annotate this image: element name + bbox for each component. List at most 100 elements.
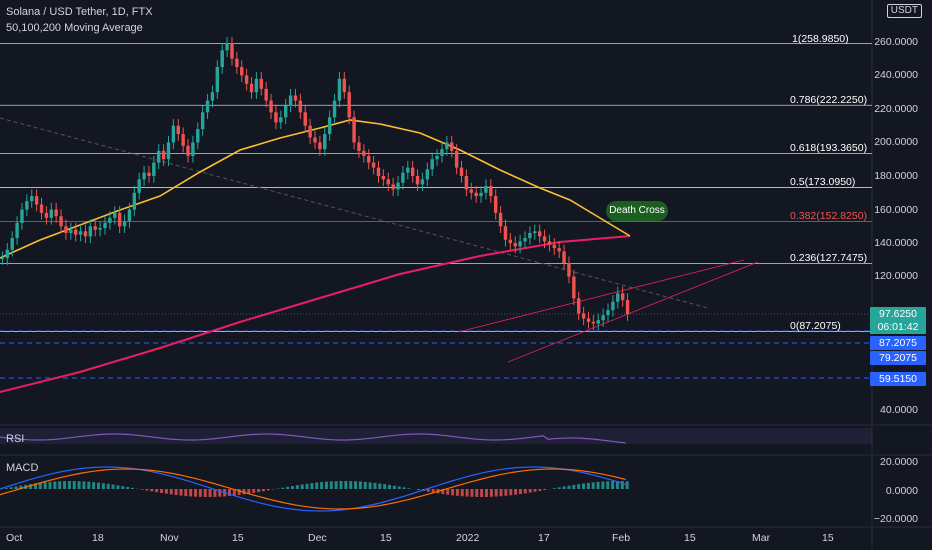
candle-body: [34, 196, 39, 205]
candle-body: [371, 162, 376, 168]
symbol-legend[interactable]: Solana / USD Tether, 1D, FTX: [6, 6, 153, 18]
fib-level-label: 0.786(222.2250): [790, 94, 868, 106]
macd-histogram-bar: [111, 484, 115, 489]
macd-histogram-bar: [87, 481, 91, 489]
macd-histogram-bar: [499, 489, 503, 497]
price-tick: 200.0000: [874, 136, 918, 148]
rsi-pane-label[interactable]: RSI: [6, 433, 25, 445]
macd-histogram-bar: [295, 485, 299, 489]
macd-histogram-bar: [281, 487, 285, 489]
wedge-upper-line: [457, 259, 745, 333]
macd-histogram-bar: [446, 489, 450, 495]
currency-button[interactable]: USDT: [886, 4, 922, 18]
candle-body: [279, 117, 283, 123]
macd-histogram-bar: [9, 487, 13, 489]
macd-histogram-bar: [77, 481, 81, 489]
candle-body: [5, 249, 10, 259]
candle-body: [259, 78, 263, 89]
candle-body: [171, 125, 176, 143]
candle-body: [533, 231, 537, 233]
macd-histogram-bar: [43, 482, 47, 489]
candle-body: [113, 212, 117, 218]
macd-histogram-bar: [533, 489, 537, 492]
candle-body: [73, 229, 78, 235]
price-tick: 140.0000: [874, 237, 918, 249]
macd-histogram-bar: [203, 489, 207, 497]
macd-histogram-bar: [184, 489, 188, 497]
candle-body: [161, 150, 166, 160]
macd-histogram-bar: [213, 489, 217, 497]
candle-body: [493, 196, 498, 213]
time-tick: 15: [684, 532, 696, 544]
macd-histogram-bar: [417, 489, 421, 491]
macd-histogram-bar: [63, 481, 67, 489]
macd-histogram-bar: [266, 489, 270, 491]
macd-histogram-bar: [615, 481, 619, 489]
macd-line: [0, 466, 626, 512]
candle-body: [332, 100, 337, 118]
macd-histogram-bar: [58, 481, 62, 489]
macd-histogram-bar: [601, 481, 605, 489]
candle-body: [572, 276, 576, 299]
downtrend-line: [0, 117, 709, 309]
macd-histogram-bar: [538, 489, 542, 491]
candle-body: [410, 167, 415, 177]
macd-histogram-bar: [232, 489, 236, 496]
candle-body: [337, 78, 342, 101]
candle-body: [352, 117, 356, 143]
candle-body: [430, 159, 434, 170]
candle-body: [479, 192, 483, 197]
price-tick: 120.0000: [874, 270, 918, 282]
macd-histogram-bar: [150, 489, 154, 492]
fib-level-label: 1(258.9850): [792, 33, 849, 45]
candle-body: [357, 142, 361, 151]
candle-body: [54, 209, 58, 217]
candle-body: [64, 226, 68, 233]
candle-body: [293, 95, 298, 101]
candle-body: [620, 293, 625, 301]
candle-body: [528, 232, 532, 239]
countdown-badge: 06:01:42: [870, 320, 926, 334]
macd-histogram-bar: [29, 484, 33, 489]
macd-histogram-bar: [349, 481, 353, 489]
macd-histogram-bar: [38, 482, 42, 489]
macd-histogram-bar: [494, 489, 498, 497]
macd-histogram-bar: [397, 486, 401, 489]
death-cross-callout[interactable]: Death Cross: [606, 201, 668, 221]
candle-body: [69, 229, 73, 233]
candle-body: [503, 226, 508, 240]
candle-body: [283, 105, 288, 118]
macd-histogram-bar: [72, 481, 76, 489]
candle-body: [625, 300, 630, 315]
macd-histogram-bar: [291, 486, 294, 489]
macd-histogram-bar: [53, 481, 57, 489]
moving-average-legend[interactable]: 50,100,200 Moving Average: [6, 22, 143, 34]
candle-body: [220, 50, 224, 68]
macd-histogram-bar: [4, 488, 8, 489]
macd-histogram-bar: [174, 489, 178, 496]
candle-body: [147, 172, 151, 177]
candle-body: [103, 222, 107, 228]
macd-histogram-bar: [586, 482, 590, 489]
macd-histogram-bar: [145, 489, 149, 491]
fib-level-label: 0.618(193.3650): [790, 142, 868, 154]
macd-histogram-bar: [48, 481, 52, 489]
candle-body: [542, 236, 547, 242]
candle-body: [308, 125, 312, 138]
candle-body: [313, 137, 317, 143]
macd-histogram-bar: [354, 481, 358, 489]
candle-body: [59, 216, 63, 227]
time-tick: Mar: [752, 532, 771, 544]
candle-body: [122, 221, 127, 227]
candle-body: [586, 318, 591, 322]
candle-body: [93, 226, 97, 230]
candle-body: [406, 167, 410, 173]
macd-pane-label[interactable]: MACD: [6, 462, 39, 474]
candle-body: [508, 239, 513, 244]
macd-histogram-bar: [208, 489, 212, 497]
macd-histogram-bar: [329, 481, 333, 489]
candle-body: [166, 142, 171, 160]
candle-body: [318, 142, 322, 150]
candle-body: [581, 313, 586, 319]
